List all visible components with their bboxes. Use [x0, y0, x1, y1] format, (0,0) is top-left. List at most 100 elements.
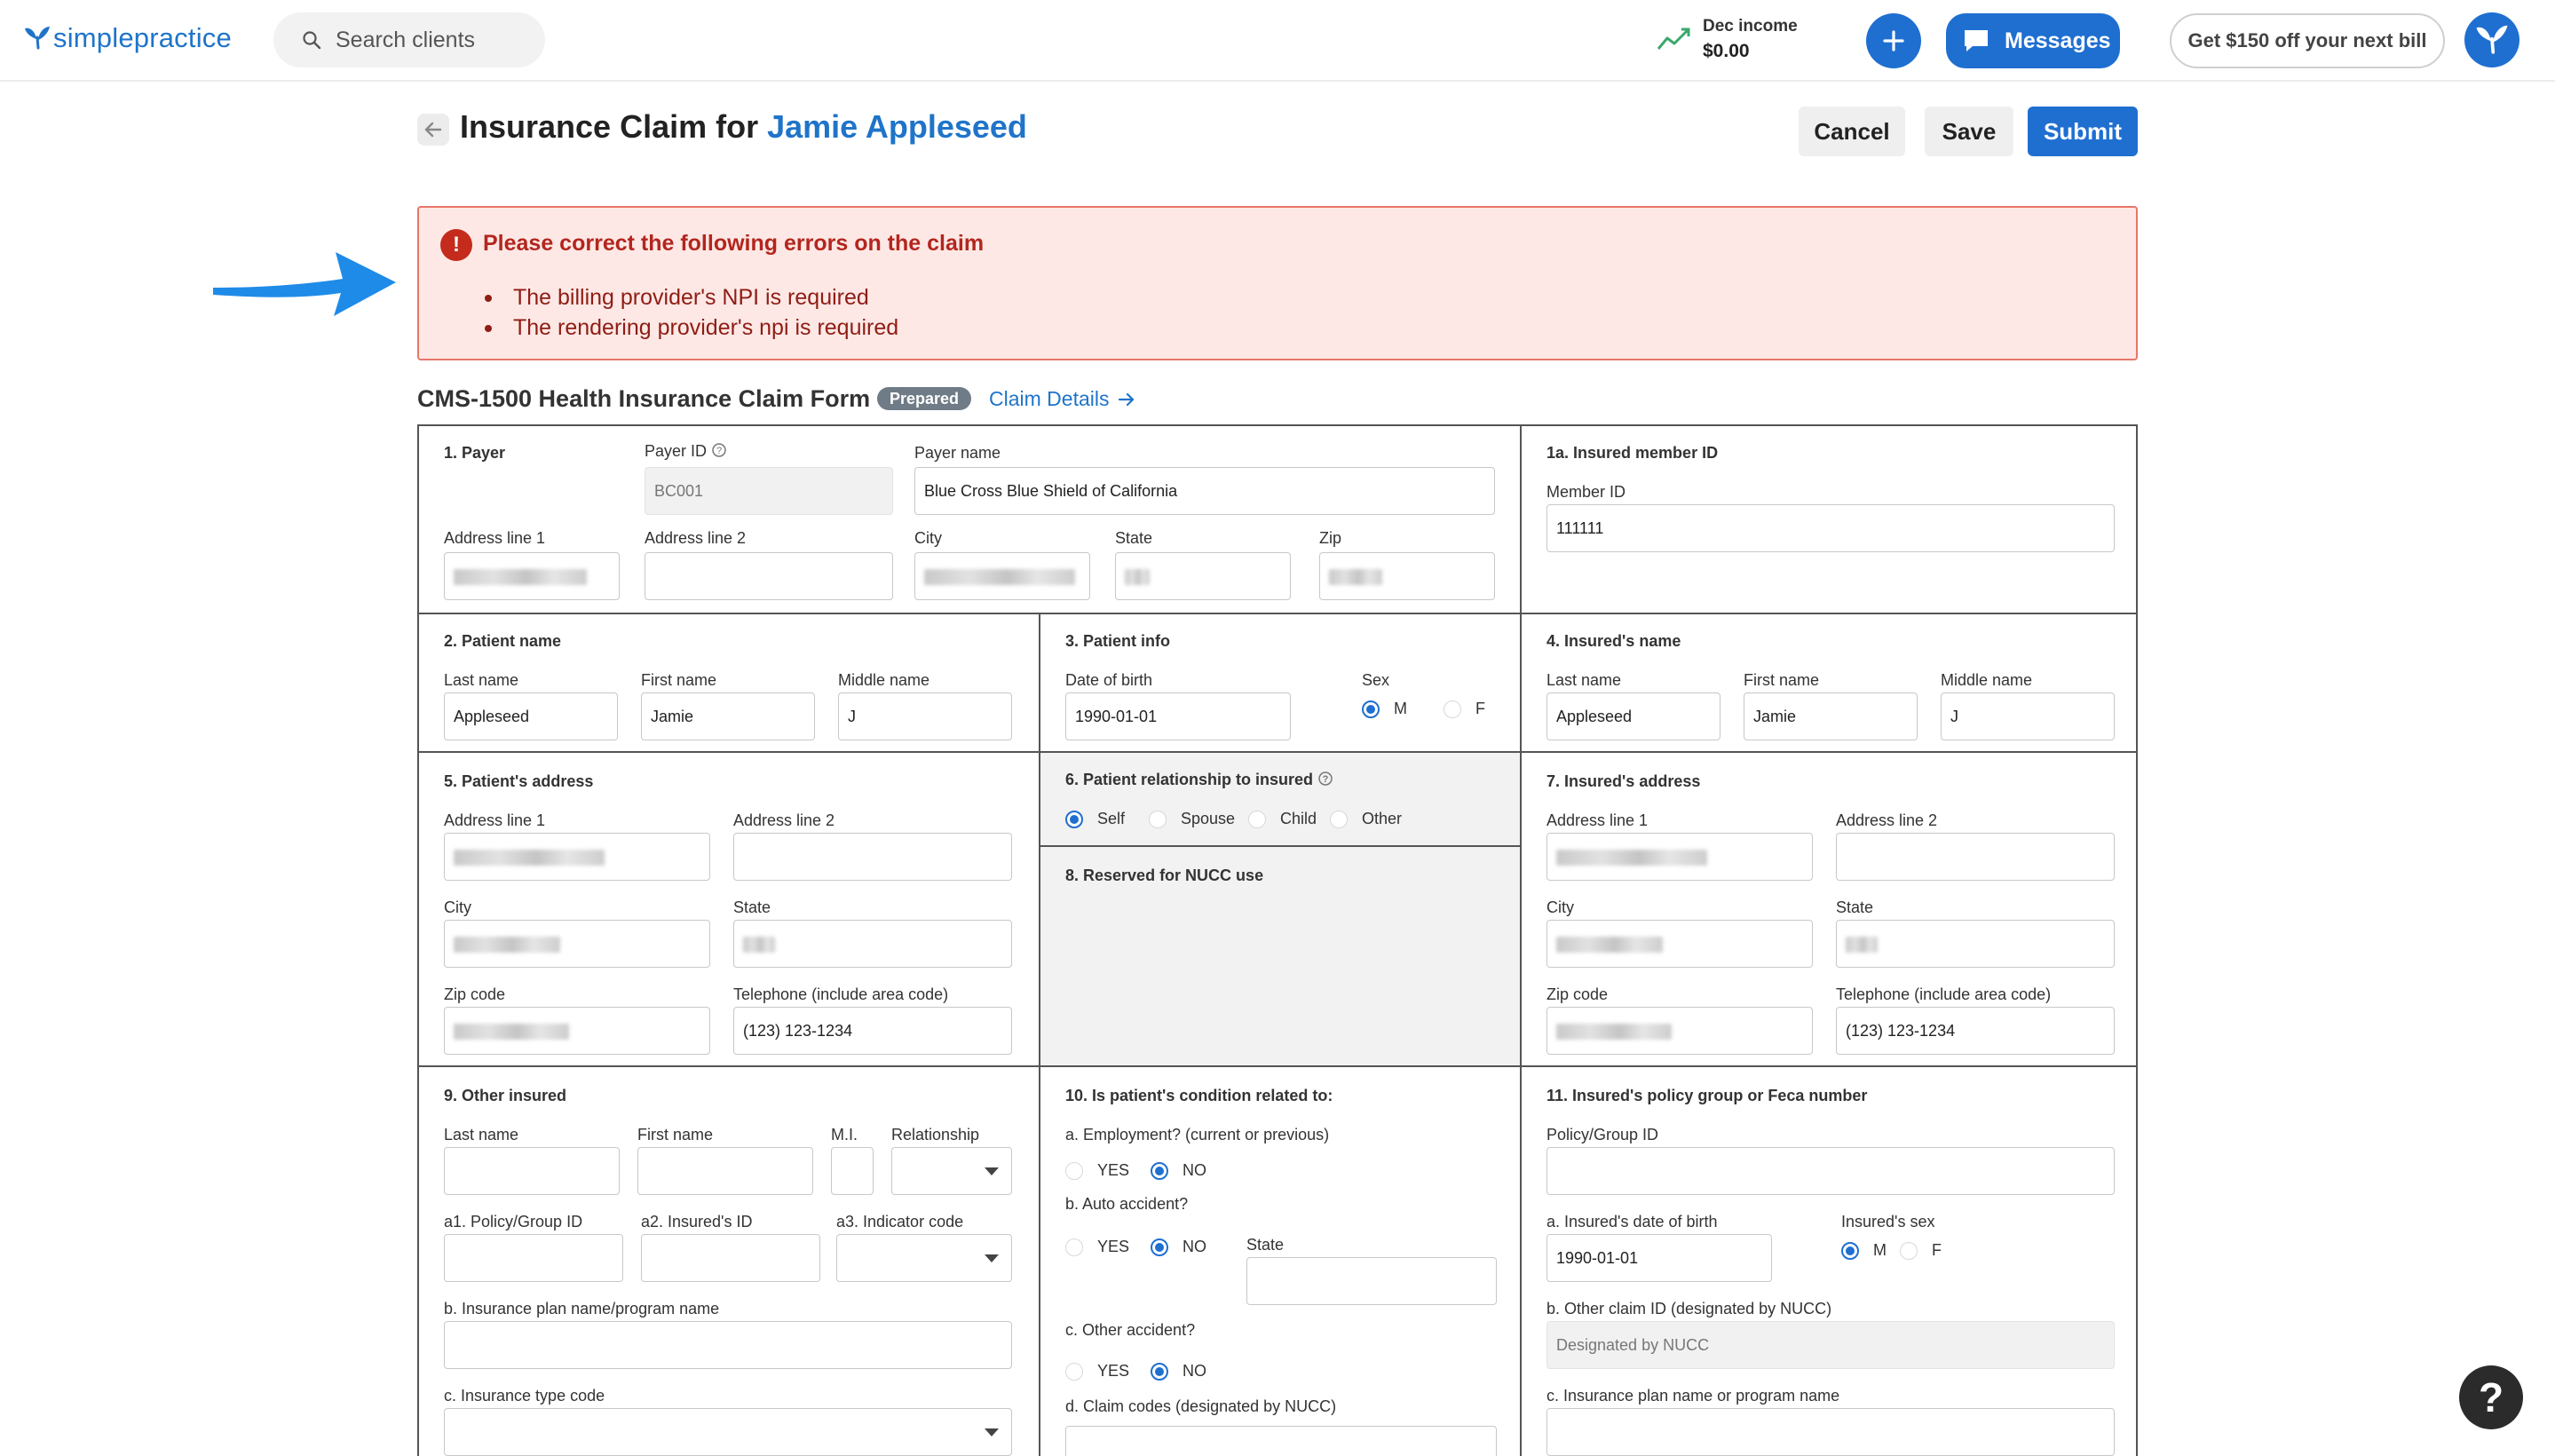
- accident-state-input[interactable]: [1246, 1257, 1497, 1305]
- employment-no-radio[interactable]: NO: [1151, 1161, 1206, 1180]
- payer-zip-input[interactable]: [1319, 552, 1495, 600]
- patient-address1-input[interactable]: [444, 833, 710, 881]
- back-button[interactable]: [417, 114, 449, 146]
- a3-indicator-select[interactable]: [836, 1234, 1012, 1282]
- plan-name-input[interactable]: [1546, 1408, 2115, 1456]
- other-claim-id-input[interactable]: [1546, 1321, 2115, 1369]
- section-title: 9. Other insured: [444, 1087, 567, 1104]
- other-last-name-label: Last name: [444, 1126, 519, 1143]
- insured-middle-name-label: Middle name: [1941, 671, 2033, 689]
- patient-state-input[interactable]: [733, 920, 1012, 968]
- other-mi-input[interactable]: [831, 1147, 874, 1195]
- monthly-income-widget[interactable]: Dec income $0.00: [1657, 14, 1798, 64]
- payer-city-input[interactable]: [914, 552, 1090, 600]
- patient-dob-input[interactable]: [1065, 692, 1291, 740]
- insured-zip-input[interactable]: [1546, 1007, 1813, 1055]
- section-title: 3. Patient info: [1065, 632, 1171, 650]
- income-value: $0.00: [1703, 40, 1750, 61]
- other-first-name-input[interactable]: [637, 1147, 813, 1195]
- insured-last-name-input[interactable]: [1546, 692, 1720, 740]
- b-plan-name-input[interactable]: [444, 1321, 1012, 1369]
- other-last-name-input[interactable]: [444, 1147, 620, 1195]
- payer-name-input[interactable]: [914, 467, 1495, 515]
- patient-phone-input[interactable]: [733, 1007, 1012, 1055]
- simplepractice-logo[interactable]: simplepractice: [23, 20, 232, 57]
- page-title: Insurance Claim for Jamie Appleseed: [460, 108, 1027, 146]
- payer-state-label: State: [1115, 529, 1153, 547]
- payer-id-input[interactable]: [645, 467, 893, 515]
- messages-label: Messages: [2005, 28, 2111, 53]
- patient-zip-input[interactable]: [444, 1007, 710, 1055]
- auto-accident-yes-radio[interactable]: YES: [1065, 1238, 1129, 1256]
- radio-dot: [1151, 1161, 1168, 1180]
- insured-dob-input[interactable]: [1546, 1234, 1772, 1282]
- payer-address2-input[interactable]: [645, 552, 893, 600]
- patient-middle-name-input[interactable]: [838, 692, 1012, 740]
- create-new-button[interactable]: [1866, 13, 1921, 68]
- info-icon[interactable]: ?: [711, 442, 727, 458]
- radio-dot: [1065, 1238, 1083, 1256]
- help-button[interactable]: ?: [2459, 1365, 2523, 1429]
- c-insurance-type-select[interactable]: [444, 1408, 1012, 1456]
- messages-button[interactable]: Messages: [1946, 13, 2120, 68]
- user-avatar[interactable]: [2464, 12, 2519, 67]
- insured-state-input[interactable]: [1836, 920, 2115, 968]
- save-button[interactable]: Save: [1925, 107, 2013, 156]
- search-clients-box[interactable]: [273, 12, 545, 67]
- claim-codes-input[interactable]: [1065, 1426, 1497, 1456]
- patient-last-name-input[interactable]: [444, 692, 618, 740]
- relationship-child-radio[interactable]: Child: [1248, 810, 1317, 828]
- referral-promo-button[interactable]: Get $150 off your next bill: [2170, 13, 2445, 68]
- submit-button[interactable]: Submit: [2028, 107, 2138, 156]
- section-title: 11. Insured's policy group or Feca numbe…: [1546, 1087, 1868, 1104]
- section-patient-name: 2. Patient name Last name First name Mid…: [419, 614, 1040, 753]
- radio-dot: [1248, 810, 1266, 828]
- client-name-link[interactable]: Jamie Appleseed: [767, 108, 1027, 145]
- accident-state-label: State: [1246, 1236, 1285, 1254]
- a2-insured-id-input[interactable]: [641, 1234, 820, 1282]
- insured-sex-f-radio[interactable]: F: [1900, 1241, 1942, 1260]
- patient-city-input[interactable]: [444, 920, 710, 968]
- section-title: 6. Patient relationship to insured: [1065, 771, 1314, 788]
- cms-1500-form: 1. Payer Payer ID ? Payer name Address l…: [417, 424, 2138, 1456]
- insured-phone-input[interactable]: [1836, 1007, 2115, 1055]
- insured-first-name-input[interactable]: [1744, 692, 1918, 740]
- insured-sex-m-radio[interactable]: M: [1841, 1241, 1887, 1260]
- insured-address2-input[interactable]: [1836, 833, 2115, 881]
- patient-sex-m-radio[interactable]: M: [1362, 700, 1407, 718]
- policy-group-id-label: Policy/Group ID: [1546, 1126, 1659, 1143]
- payer-address1-input[interactable]: [444, 552, 620, 600]
- insured-middle-name-input[interactable]: [1941, 692, 2115, 740]
- relationship-self-radio[interactable]: Self: [1065, 810, 1125, 828]
- insured-city-label: City: [1546, 898, 1574, 916]
- trend-up-icon: [1657, 28, 1690, 50]
- info-icon[interactable]: ?: [1317, 771, 1333, 787]
- radio-label: YES: [1097, 1362, 1130, 1380]
- payer-city-label: City: [914, 529, 942, 547]
- payer-state-input[interactable]: [1115, 552, 1291, 600]
- claim-details-link[interactable]: Claim Details: [989, 387, 1135, 411]
- auto-accident-no-radio[interactable]: NO: [1151, 1238, 1206, 1256]
- other-accident-no-radio[interactable]: NO: [1151, 1362, 1206, 1381]
- section-title: 1. Payer: [444, 444, 506, 462]
- policy-group-id-input[interactable]: [1546, 1147, 2115, 1195]
- patient-sex-f-radio[interactable]: F: [1444, 700, 1485, 718]
- cancel-button[interactable]: Cancel: [1799, 107, 1905, 156]
- insured-address1-input[interactable]: [1546, 833, 1813, 881]
- other-accident-yes-radio[interactable]: YES: [1065, 1362, 1129, 1381]
- insured-city-input[interactable]: [1546, 920, 1813, 968]
- employment-yes-radio[interactable]: YES: [1065, 1161, 1129, 1180]
- butterfly-avatar-icon: [2476, 25, 2508, 54]
- payer-address1-label: Address line 1: [444, 529, 546, 547]
- search-clients-input[interactable]: [336, 27, 540, 53]
- a1-policy-input[interactable]: [444, 1234, 623, 1282]
- relationship-other-radio[interactable]: Other: [1330, 810, 1402, 828]
- radio-label: YES: [1097, 1161, 1130, 1179]
- svg-text:?: ?: [1323, 774, 1329, 785]
- other-relationship-select[interactable]: [891, 1147, 1012, 1195]
- patient-address2-input[interactable]: [733, 833, 1012, 881]
- error-item: The rendering provider's npi is required: [485, 313, 898, 343]
- member-id-input[interactable]: [1546, 504, 2115, 552]
- patient-first-name-input[interactable]: [641, 692, 815, 740]
- relationship-spouse-radio[interactable]: Spouse: [1149, 810, 1235, 828]
